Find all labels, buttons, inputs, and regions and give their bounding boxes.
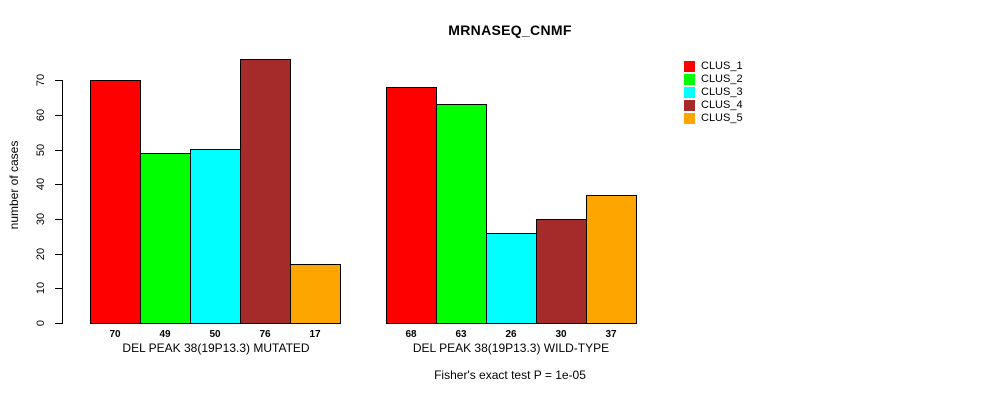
bar-clus_1-group1 [90, 80, 141, 324]
bar-value-label: 30 [555, 329, 567, 340]
bar-value-label: 70 [109, 329, 121, 340]
bar-value-label: 63 [455, 329, 467, 340]
y-axis-title: number of cases [7, 140, 21, 230]
bar-clus_2-group1 [140, 153, 191, 324]
bar-clus_1-group2 [386, 87, 437, 324]
bar-value-label: 76 [259, 329, 271, 340]
group-label-wild-type: DEL PEAK 38(19P13.3) WILD-TYPE [412, 341, 610, 355]
legend-swatch-clus_5 [684, 113, 695, 124]
legend-label: CLUS_2 [701, 73, 743, 85]
bar-clus_3-group2 [486, 233, 537, 324]
legend-swatch-clus_2 [684, 74, 695, 85]
legend-label: CLUS_1 [701, 60, 743, 72]
y-axis-line [62, 80, 63, 324]
y-axis-tick [55, 288, 62, 289]
y-axis-tick-label: 20 [35, 247, 47, 261]
y-axis-tick [55, 115, 62, 116]
bar-clus_4-group2 [536, 219, 587, 324]
legend-item: CLUS_3 [684, 86, 743, 99]
y-axis-tick-label: 40 [35, 177, 47, 191]
fisher-test-footnote: Fisher's exact test P = 1e-05 [434, 368, 586, 382]
bar-clus_2-group2 [436, 104, 487, 324]
bar-clus_3-group1 [190, 149, 241, 324]
bar-clus_5-group2 [586, 195, 637, 324]
y-axis-tick [55, 219, 62, 220]
legend-item: CLUS_4 [684, 99, 743, 112]
y-axis-tick [55, 254, 62, 255]
legend: CLUS_1 CLUS_2 CLUS_3 CLUS_4 CLUS_5 [684, 60, 743, 125]
legend-swatch-clus_3 [684, 87, 695, 98]
bar-clus_5-group1 [290, 264, 341, 324]
bar-value-label: 37 [605, 329, 617, 340]
bar-clus_4-group1 [240, 59, 291, 324]
legend-swatch-clus_4 [684, 100, 695, 111]
bar-value-label: 49 [159, 329, 171, 340]
y-axis-tick-label: 10 [35, 281, 47, 295]
legend-swatch-clus_1 [684, 61, 695, 72]
legend-label: CLUS_4 [701, 99, 743, 111]
y-axis-tick-label: 0 [35, 319, 47, 327]
y-axis-tick [55, 80, 62, 81]
y-axis-tick [55, 184, 62, 185]
bar-value-label: 50 [209, 329, 221, 340]
legend-item: CLUS_2 [684, 73, 743, 86]
y-axis-tick-label: 70 [35, 73, 47, 87]
legend-label: CLUS_5 [701, 112, 743, 124]
y-axis-tick [55, 323, 62, 324]
group-label-mutated: DEL PEAK 38(19P13.3) MUTATED [122, 341, 310, 355]
bar-value-label: 17 [309, 329, 321, 340]
y-axis-tick-label: 30 [35, 212, 47, 226]
legend-label: CLUS_3 [701, 86, 743, 98]
chart-title: MRNASEQ_CNMF [448, 22, 572, 38]
legend-item: CLUS_1 [684, 60, 743, 73]
legend-item: CLUS_5 [684, 112, 743, 125]
y-axis-tick [55, 150, 62, 151]
bar-value-label: 26 [505, 329, 517, 340]
bar-value-label: 68 [405, 329, 417, 340]
y-axis-tick-label: 60 [35, 108, 47, 122]
y-axis-tick-label: 50 [35, 143, 47, 157]
